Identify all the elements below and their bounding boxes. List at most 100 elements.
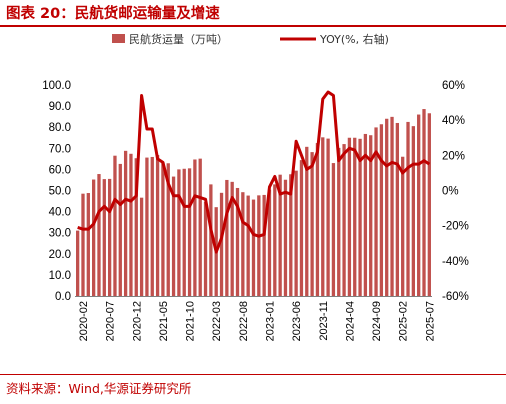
right-axis-tick-label: -60% [442, 291, 469, 303]
left-axis-tick-label: 20.0 [49, 249, 71, 261]
bar [427, 113, 431, 297]
bar [193, 159, 197, 296]
x-axis-tick-label: 2020-12 [131, 301, 143, 341]
x-axis-tick-label: 2025-07 [424, 301, 436, 341]
left-axis-tick-label: 60.0 [49, 164, 71, 176]
legend-line-label: YOY(%, 右轴) [319, 32, 389, 46]
x-axis-tick-label: 2020-02 [78, 301, 90, 341]
yoy-line [77, 90, 431, 254]
x-axis-tick-label: 2020-07 [105, 301, 117, 341]
bar [129, 153, 133, 296]
bar [267, 189, 272, 296]
bar [113, 155, 117, 296]
bar [171, 176, 176, 296]
bar [134, 158, 138, 296]
x-axis-tick-label: 2023-11 [318, 301, 330, 341]
x-axis-tick-label: 2022-03 [211, 301, 223, 341]
bar [182, 168, 186, 296]
bar [395, 122, 400, 296]
chart: 民航货运量（万吨） YOY(%, 右轴) 0.0 10.0 20.0 30.0 40.0… [42, 32, 469, 341]
bar [139, 197, 144, 296]
bar [353, 137, 357, 296]
x-axis-tick-label: 2025-02 [398, 301, 410, 341]
bar [235, 187, 240, 296]
bar [150, 156, 154, 296]
bar [225, 179, 229, 296]
left-axis-tick-label: 0.0 [55, 291, 71, 303]
x-axis-tick-label: 2024-04 [344, 301, 356, 341]
left-axis-tick-label: 40.0 [49, 207, 71, 219]
bar [369, 135, 373, 296]
left-axis-tick-label: 30.0 [49, 228, 71, 240]
bar [278, 174, 282, 296]
bar [283, 179, 288, 296]
bar [347, 137, 352, 296]
x-axis-tick-label: 2023-06 [291, 301, 303, 341]
bar [294, 170, 298, 296]
source-note: 资料来源：Wind,华源证券研究所 [6, 381, 192, 396]
x-axis-tick-label: 2023-01 [264, 301, 276, 341]
bar [411, 126, 415, 296]
bar [166, 163, 170, 296]
bar [363, 133, 368, 296]
bar [118, 163, 122, 296]
right-axis-tick-label: 0% [442, 186, 459, 198]
bar [92, 179, 96, 296]
bar [161, 162, 165, 296]
bar [219, 192, 224, 296]
left-axis-tick-label: 90.0 [49, 101, 71, 113]
bar [203, 201, 208, 296]
legend: 民航货运量（万吨） YOY(%, 右轴) [112, 32, 389, 46]
x-axis-tick-label: 2021-05 [158, 301, 170, 341]
bar [321, 137, 325, 296]
left-axis-tick-label: 80.0 [49, 122, 71, 134]
right-axis-tick-label: -40% [442, 256, 469, 268]
bar [81, 193, 85, 296]
bar [155, 155, 160, 296]
left-axis-tick-label: 70.0 [49, 143, 71, 155]
bar [257, 195, 261, 296]
bar [107, 178, 112, 296]
legend-bar-label: 民航货运量（万吨） [129, 32, 228, 46]
x-axis: 2020-02 2020-07 2020-12 2021-05 2021-10 2022-… [75, 296, 436, 341]
bar [390, 116, 394, 296]
bar [305, 146, 309, 296]
bar [241, 192, 245, 296]
bar [379, 124, 384, 296]
bar [299, 160, 304, 296]
bar [417, 114, 421, 296]
x-axis-tick-label: 2022-08 [238, 301, 250, 341]
bar [401, 156, 405, 296]
bar [123, 150, 128, 296]
right-axis-tick-label: 40% [442, 115, 465, 127]
bar [406, 121, 410, 297]
bar [422, 109, 426, 296]
left-axis-tick-label: 50.0 [49, 186, 71, 198]
right-axis-tick-label: 20% [442, 150, 465, 162]
figure-title: 图表 20：民航货邮运输量及增速 [6, 6, 220, 22]
bar [385, 118, 389, 296]
title-rule [0, 25, 506, 27]
right-axis-tick-label: 60% [442, 80, 465, 92]
bar [273, 184, 277, 296]
bar-series [76, 109, 431, 297]
right-axis-tick-label: -20% [442, 221, 469, 233]
legend-bar-swatch [112, 34, 125, 43]
left-axis-tick-label: 10.0 [49, 270, 71, 282]
bar [310, 152, 314, 296]
bar [177, 169, 181, 296]
bar [262, 194, 266, 296]
bar [289, 174, 293, 296]
bar [86, 193, 90, 296]
bar [198, 158, 202, 296]
bar [315, 143, 320, 296]
bar [337, 147, 341, 296]
bar [326, 138, 330, 296]
bar [251, 199, 256, 296]
bar [145, 157, 149, 296]
bar [342, 144, 346, 296]
bar [230, 181, 234, 296]
bar [97, 174, 101, 296]
bar [331, 163, 336, 296]
